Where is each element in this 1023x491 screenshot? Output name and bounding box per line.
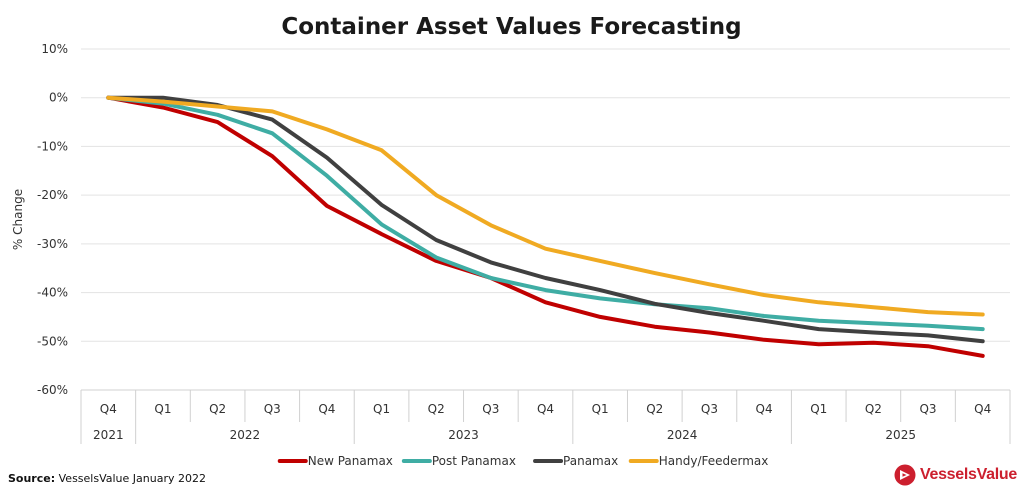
brand-name: VesselsValue <box>920 466 1017 483</box>
year-label: 2022 <box>230 428 261 442</box>
legend-label: Handy/Feedermax <box>659 454 769 468</box>
y-tick-label: -10% <box>37 139 68 153</box>
year-label: 2021 <box>93 428 124 442</box>
year-label: 2025 <box>885 428 916 442</box>
legend-label: Panamax <box>563 454 618 468</box>
x-tick-label: Q3 <box>264 402 281 416</box>
x-tick-label: Q3 <box>701 402 718 416</box>
series-line-handy-feedermax <box>106 95 985 317</box>
source-text: VesselsValue January 2022 <box>58 472 206 485</box>
series-line-post-panamax <box>106 95 985 332</box>
x-tick-label: Q4 <box>537 402 554 416</box>
x-tick-label: Q4 <box>974 402 991 416</box>
y-tick-label: -30% <box>37 237 68 251</box>
y-tick-label: 10% <box>41 42 68 56</box>
x-tick-label: Q1 <box>154 402 171 416</box>
source-label: Source: <box>8 472 56 485</box>
y-tick-label: -60% <box>37 383 68 397</box>
legend-label: Post Panamax <box>432 454 516 468</box>
year-label: 2024 <box>667 428 698 442</box>
y-tick-label: -40% <box>37 286 68 300</box>
series-line-new-panamax <box>106 95 985 358</box>
chart-title: Container Asset Values Forecasting <box>281 14 742 40</box>
y-tick-label: 0% <box>49 91 68 105</box>
x-tick-label: Q3 <box>482 402 499 416</box>
y-tick-label: -50% <box>37 334 68 348</box>
y-axis-title: % Change <box>11 189 25 250</box>
x-tick-label: Q4 <box>318 402 335 416</box>
series-line-panamax <box>106 95 985 344</box>
year-label: 2023 <box>448 428 479 442</box>
x-tick-label: Q4 <box>756 402 773 416</box>
x-tick-label: Q1 <box>592 402 609 416</box>
source-note: Source: VesselsValue January 2022 <box>8 472 206 485</box>
x-tick-label: Q1 <box>810 402 827 416</box>
x-tick-label: Q1 <box>373 402 390 416</box>
x-tick-label: Q2 <box>428 402 445 416</box>
x-tick-label: Q3 <box>919 402 936 416</box>
legend-label: New Panamax <box>308 454 393 468</box>
x-tick-label: Q4 <box>100 402 117 416</box>
x-tick-label: Q2 <box>865 402 882 416</box>
x-tick-label: Q2 <box>646 402 663 416</box>
brand-logo: VesselsValue <box>894 462 1017 488</box>
vesselsvalue-logo-icon <box>894 464 916 486</box>
x-tick-label: Q2 <box>209 402 226 416</box>
y-tick-label: -20% <box>37 188 68 202</box>
